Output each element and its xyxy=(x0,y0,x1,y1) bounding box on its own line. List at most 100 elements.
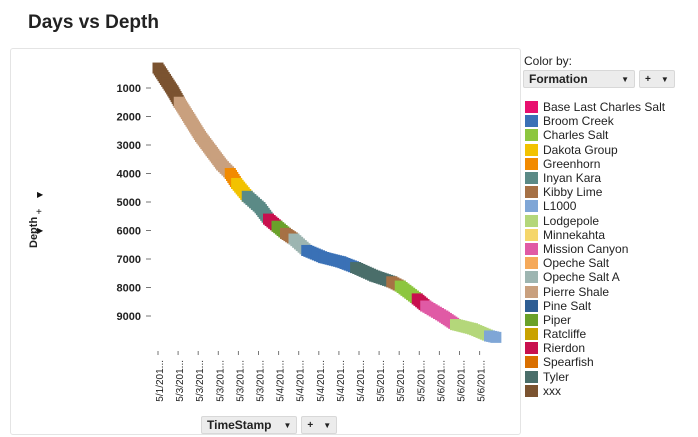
legend-items: Base Last Charles Salt Broom Creek Charles… xyxy=(520,100,698,398)
legend-label: Opeche Salt A xyxy=(543,270,620,285)
legend-item[interactable]: Greenhorn xyxy=(520,157,698,171)
legend-item[interactable]: Pierre Shale xyxy=(520,284,698,299)
legend-item[interactable]: Piper xyxy=(520,313,698,327)
y-tick-label: 6000 xyxy=(117,226,141,238)
legend-item[interactable]: Inyan Kara xyxy=(520,171,698,185)
x-tick-label: 5/3/201... xyxy=(195,360,206,402)
legend-item[interactable]: Rierdon xyxy=(520,341,698,355)
x-tick-label: 5/5/201... xyxy=(396,360,407,402)
legend-label: Ratcliffe xyxy=(543,327,587,342)
legend-item[interactable]: Kibby Lime xyxy=(520,185,698,199)
legend-label: Greenhorn xyxy=(543,156,601,171)
x-tick-label: 5/3/201... xyxy=(235,360,246,402)
x-tick-label: 5/3/201... xyxy=(175,360,186,402)
color-by-add-button[interactable]: + ▼ xyxy=(639,70,675,88)
legend-label: L1000 xyxy=(543,199,577,214)
legend-swatch xyxy=(525,299,538,312)
x-axis-title: TimeStamp xyxy=(207,418,272,432)
x-tick-label: 5/4/201... xyxy=(296,360,307,402)
color-by-selector[interactable]: Formation ▼ xyxy=(523,70,635,88)
legend-swatch xyxy=(525,129,538,142)
legend-swatch xyxy=(525,370,538,383)
legend-item[interactable]: Base Last Charles Salt xyxy=(520,100,698,114)
legend-label: Rierdon xyxy=(543,341,586,356)
plus-icon: + xyxy=(645,73,651,85)
x-tick-label: 5/5/201... xyxy=(416,360,427,402)
chevron-down-icon: ▼ xyxy=(283,420,292,430)
chart-svg: 1000 2000 3000 4000 5000 6000 7000 8000 9000 5/1… xyxy=(117,62,502,402)
legend-swatch xyxy=(525,271,538,284)
legend-swatch xyxy=(525,313,538,326)
legend-item[interactable]: Spearfish xyxy=(520,355,698,369)
legend-item[interactable]: xxx xyxy=(520,384,698,398)
legend-label: Kibby Lime xyxy=(543,185,603,200)
legend-item[interactable]: Tyler xyxy=(520,370,698,384)
legend-swatch xyxy=(525,200,538,213)
legend-swatch xyxy=(525,214,538,227)
y-axis-add-button[interactable]: + xyxy=(36,207,42,218)
y-axis-menu-arrow-icon[interactable]: ▶ xyxy=(37,226,44,235)
y-tick-label: 7000 xyxy=(117,254,141,266)
legend-label: Dakota Group xyxy=(543,142,618,157)
x-axis-control: TimeStamp ▼ + ▼ xyxy=(201,416,338,434)
y-tick-label: 9000 xyxy=(117,311,141,323)
legend-item[interactable]: Pine Salt xyxy=(520,299,698,313)
chevron-down-icon: ▼ xyxy=(660,74,669,84)
color-by-field: Formation xyxy=(529,72,588,86)
x-tick-label: 5/4/201... xyxy=(336,360,347,402)
legend-label: Pine Salt xyxy=(543,298,592,313)
y-tick-label: 3000 xyxy=(117,140,141,152)
legend-swatch xyxy=(525,342,538,355)
legend-swatch xyxy=(525,115,538,128)
legend-label: Charles Salt xyxy=(543,128,609,143)
x-tick-label: 5/4/201... xyxy=(316,360,327,402)
legend-swatch xyxy=(525,384,538,397)
legend-label: Mission Canyon xyxy=(543,241,629,256)
legend-label: Tyler xyxy=(543,369,570,384)
legend-item[interactable]: Broom Creek xyxy=(520,114,698,128)
legend-swatch xyxy=(525,143,538,156)
legend-item[interactable]: L1000 xyxy=(520,199,698,213)
legend-item[interactable]: Minnekahta xyxy=(520,228,698,242)
y-axis-expand-arrow-icon[interactable]: ▶ xyxy=(37,190,44,199)
legend-label: Minnekahta xyxy=(543,227,606,242)
chart-frame xyxy=(10,48,521,435)
legend-item[interactable]: Dakota Group xyxy=(520,143,698,157)
y-tick-label: 8000 xyxy=(117,283,141,295)
legend-swatch xyxy=(525,172,538,185)
legend-swatch xyxy=(525,157,538,170)
legend-item[interactable]: Opeche Salt xyxy=(520,256,698,270)
legend-title: Color by: xyxy=(524,54,573,68)
x-tick-label: 5/1/201... xyxy=(155,360,166,402)
legend-label: Opeche Salt xyxy=(543,256,610,271)
legend-swatch xyxy=(525,328,538,341)
legend-label: Broom Creek xyxy=(543,114,614,129)
x-axis-add-button[interactable]: + ▼ xyxy=(301,416,338,434)
x-axis-selector[interactable]: TimeStamp ▼ xyxy=(201,416,298,434)
y-tick-label: 2000 xyxy=(117,112,141,124)
x-tick-label: 5/6/201... xyxy=(477,360,488,402)
x-tick-label: 5/3/201... xyxy=(256,360,267,402)
legend-label: Base Last Charles Salt xyxy=(543,100,666,115)
legend-swatch xyxy=(525,242,538,255)
legend-swatch xyxy=(525,257,538,270)
legend-item[interactable]: Mission Canyon xyxy=(520,242,698,256)
legend-item[interactable]: Ratcliffe xyxy=(520,327,698,341)
legend-label: xxx xyxy=(543,383,561,398)
y-axis-title[interactable]: Depth xyxy=(28,216,40,248)
legend-item[interactable]: Charles Salt xyxy=(520,128,698,142)
legend-item[interactable]: Lodgepole xyxy=(520,214,698,228)
legend-label: Piper xyxy=(543,312,572,327)
legend-label: Inyan Kara xyxy=(543,171,602,186)
x-tick-label: 5/5/201... xyxy=(376,360,387,402)
legend-item[interactable]: Opeche Salt A xyxy=(520,270,698,284)
y-tick-label: 5000 xyxy=(117,197,141,209)
x-tick-label: 5/6/201... xyxy=(436,360,447,402)
legend-label: Spearfish xyxy=(543,355,594,370)
data-point-l1000 xyxy=(490,331,502,343)
legend-swatch xyxy=(525,101,538,114)
legend-swatch xyxy=(525,285,538,298)
chart-title: Days vs Depth xyxy=(28,12,159,33)
chevron-down-icon: ▼ xyxy=(323,420,332,430)
x-tick-label: 5/4/201... xyxy=(276,360,287,402)
